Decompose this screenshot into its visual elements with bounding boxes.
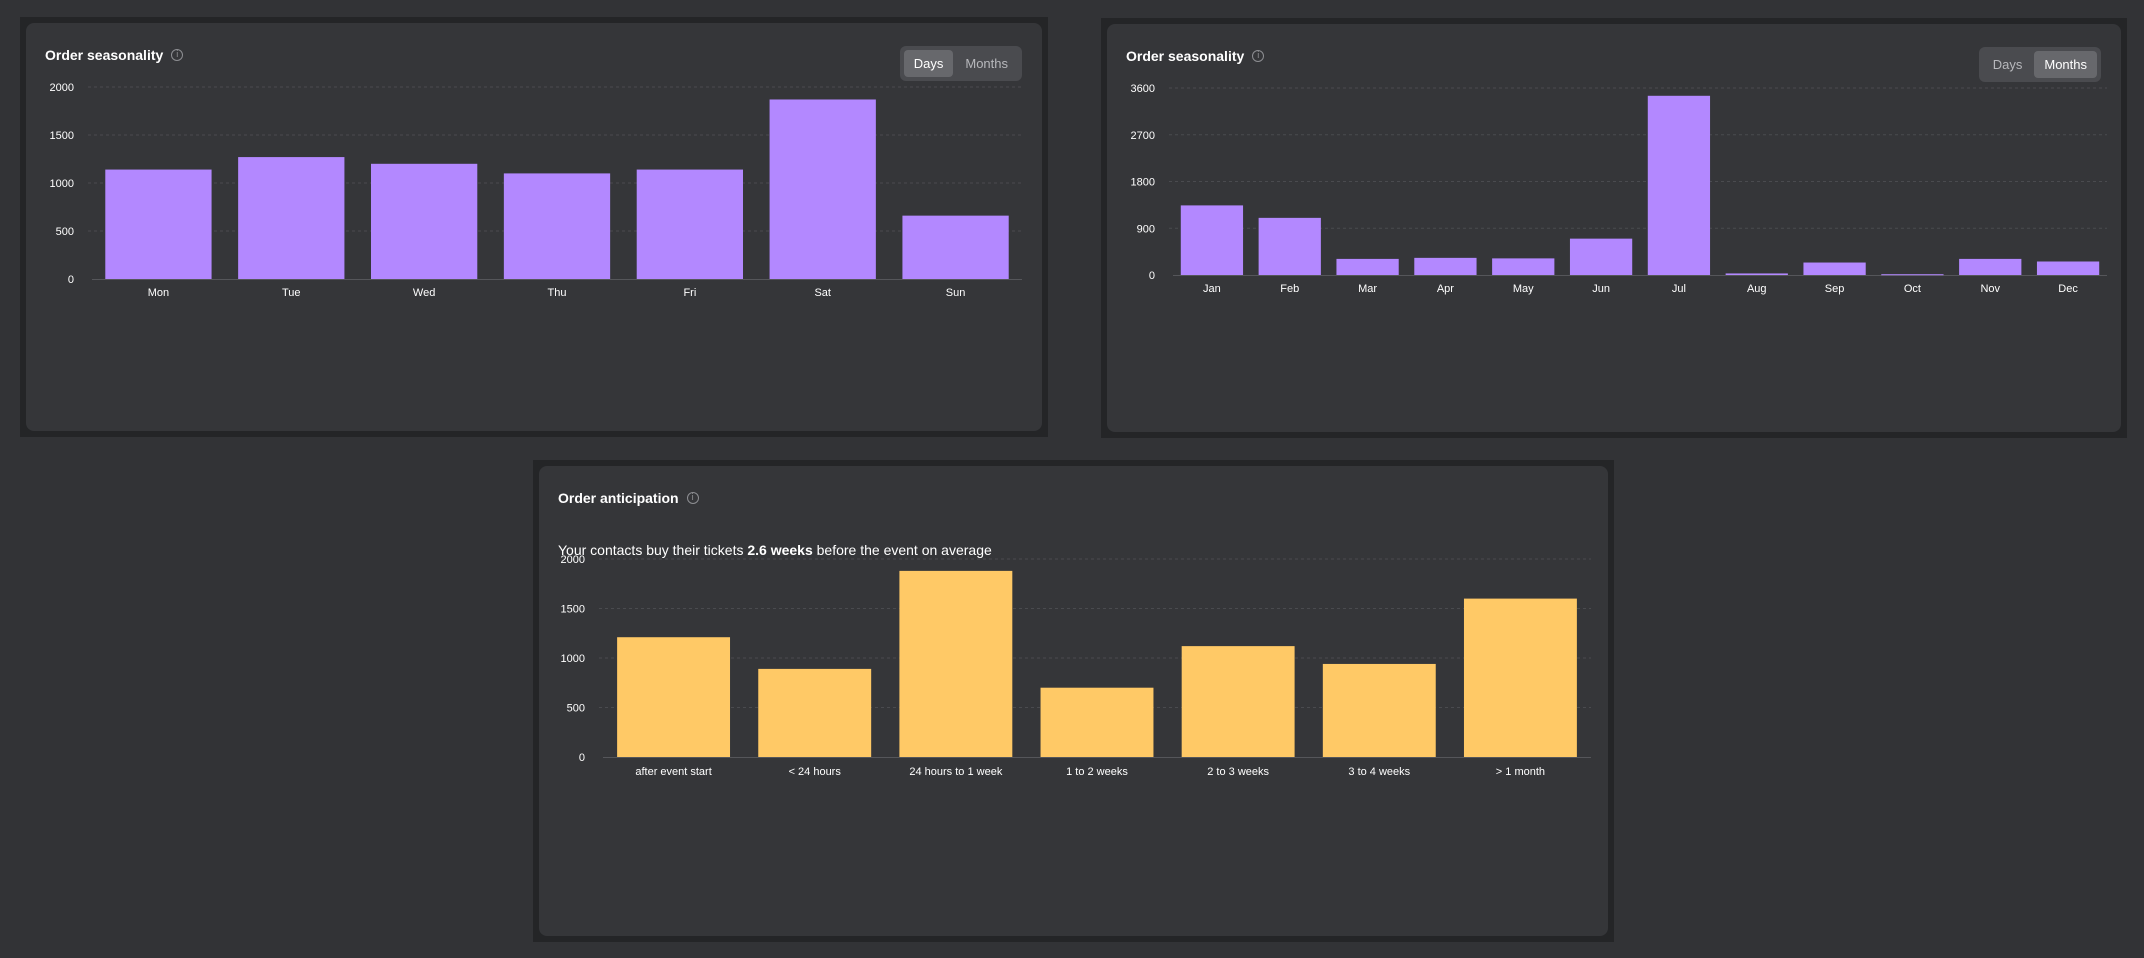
toggle-days-button[interactable]: Days — [903, 50, 954, 77]
bar-apr[interactable] — [1414, 257, 1477, 275]
x-tick-label: Tue — [282, 287, 301, 299]
bar-jan[interactable] — [1180, 205, 1244, 275]
x-tick-label: 1 to 2 weeks — [1066, 766, 1128, 778]
x-tick-label: Oct — [1904, 283, 1921, 295]
x-tick-label: Mar — [1358, 283, 1377, 295]
card-title: Order seasonality i — [45, 47, 184, 63]
info-icon[interactable]: i — [171, 49, 184, 61]
bar-feb[interactable] — [1258, 217, 1321, 275]
toggle-months-button[interactable]: Months — [965, 56, 1008, 71]
y-tick-label: 1000 — [50, 178, 74, 190]
y-tick-label: 3600 — [1131, 83, 1155, 95]
anticipation-bar-chart: 0 500 1000 1500 2000 after event start < 24 ho… — [561, 554, 1591, 778]
x-tick-label: Jul — [1672, 283, 1686, 295]
bar-mar[interactable] — [1336, 258, 1399, 275]
x-tick-label: < 24 hours — [789, 766, 842, 778]
x-tick-label: Sep — [1825, 283, 1845, 295]
card-title: Order seasonality i — [1126, 48, 1265, 64]
days-months-toggle: Days Months — [1978, 47, 2101, 82]
bar-thu[interactable] — [503, 173, 611, 279]
y-tick-label: 2700 — [1131, 130, 1155, 142]
x-tick-label: Jun — [1592, 283, 1610, 295]
x-tick-label: Thu — [548, 287, 567, 299]
y-tick-label: 1000 — [561, 653, 585, 665]
info-icon[interactable]: i — [686, 492, 699, 504]
summary-suffix: before the event on average — [812, 542, 992, 558]
bar-after-event-start[interactable] — [617, 637, 731, 757]
x-tick-label: Mon — [148, 287, 169, 299]
days-months-toggle: Days Months — [899, 46, 1022, 81]
x-tick-label: Apr — [1437, 283, 1454, 295]
bar-jul[interactable] — [1647, 95, 1711, 276]
days-chart-card: Order seasonality i Days Months 0 500 1000… — [26, 23, 1042, 431]
days-bar-chart: 0 500 1000 1500 2000 Mon Tue Wed Thu Fri Sat Sun — [50, 82, 1022, 299]
x-tick-label: Wed — [413, 287, 435, 299]
y-tick-label: 900 — [1137, 223, 1155, 235]
bar-24-hours[interactable] — [758, 668, 872, 757]
y-tick-label: 0 — [68, 274, 74, 286]
months-chart-frame: Order seasonality i Days Months 0 900 1800… — [1101, 18, 2127, 438]
y-tick-label: 0 — [579, 752, 585, 764]
bar-tue[interactable] — [238, 157, 345, 279]
bar-24-hours-to-1-week[interactable] — [899, 570, 1013, 757]
months-chart-card: Order seasonality i Days Months 0 900 1800… — [1107, 24, 2121, 432]
y-tick-label: 0 — [1149, 270, 1155, 282]
x-tick-label: Aug — [1747, 283, 1767, 295]
bar-3-to-4-weeks[interactable] — [1322, 663, 1436, 757]
x-tick-label: Dec — [2058, 283, 2078, 295]
bar-sun[interactable] — [902, 215, 1009, 279]
toggle-months-button[interactable]: Months — [2034, 51, 2097, 78]
x-tick-label: > 1 month — [1496, 766, 1545, 778]
bar-jun[interactable] — [1569, 238, 1633, 275]
y-tick-label: 500 — [567, 703, 585, 715]
bar-sep[interactable] — [1803, 262, 1866, 275]
bar-dec[interactable] — [2036, 261, 2100, 275]
x-tick-label: Sat — [814, 287, 831, 299]
bar-1-month[interactable] — [1463, 598, 1577, 757]
days-chart-frame: Order seasonality i Days Months 0 500 1000… — [20, 17, 1048, 437]
x-tick-label: Feb — [1280, 283, 1299, 295]
y-tick-label: 1500 — [561, 604, 585, 616]
bar-fri[interactable] — [636, 169, 743, 279]
bar-mon[interactable] — [105, 169, 212, 279]
months-chart-title: Order seasonality — [1126, 48, 1245, 64]
bar-may[interactable] — [1492, 258, 1555, 275]
x-tick-label: 24 hours to 1 week — [909, 766, 1002, 778]
bar-wed[interactable] — [371, 163, 478, 279]
y-tick-label: 1500 — [50, 130, 74, 142]
bar-2-to-3-weeks[interactable] — [1181, 646, 1295, 757]
anticipation-chart-frame: Order anticipation i Your contacts buy t… — [533, 460, 1614, 942]
anticipation-chart-card: Order anticipation i Your contacts buy t… — [539, 466, 1608, 936]
info-icon[interactable]: i — [1252, 50, 1265, 62]
days-chart-title: Order seasonality — [45, 47, 164, 63]
x-tick-label: Fri — [683, 287, 696, 299]
bar-nov[interactable] — [1959, 258, 2022, 275]
bar-sat[interactable] — [769, 99, 876, 279]
summary-prefix: Your contacts buy their tickets — [558, 542, 748, 558]
anticipation-chart-title: Order anticipation — [558, 490, 679, 506]
y-tick-label: 500 — [56, 226, 74, 238]
anticipation-summary: Your contacts buy their tickets 2.6 week… — [558, 542, 992, 558]
x-tick-label: 3 to 4 weeks — [1348, 766, 1410, 778]
y-tick-label: 2000 — [561, 554, 585, 566]
x-tick-label: after event start — [635, 766, 711, 778]
y-tick-label: 2000 — [50, 82, 74, 94]
y-tick-label: 1800 — [1131, 177, 1155, 189]
bar-oct[interactable] — [1881, 274, 1944, 276]
x-tick-label: Jan — [1203, 283, 1221, 295]
summary-value: 2.6 weeks — [747, 542, 813, 558]
x-tick-label: May — [1513, 283, 1534, 295]
x-tick-label: Sun — [946, 287, 966, 299]
months-bar-chart: 0 900 1800 2700 3600 Jan Feb Mar Apr May Jun Jul Aug… — [1131, 83, 2107, 295]
bar-aug[interactable] — [1725, 273, 1788, 275]
toggle-days-button[interactable]: Days — [1992, 57, 2023, 72]
x-tick-label: 2 to 3 weeks — [1207, 766, 1269, 778]
x-tick-label: Nov — [1980, 283, 2000, 295]
bar-1-to-2-weeks[interactable] — [1040, 687, 1154, 757]
card-title: Order anticipation i — [558, 490, 699, 506]
